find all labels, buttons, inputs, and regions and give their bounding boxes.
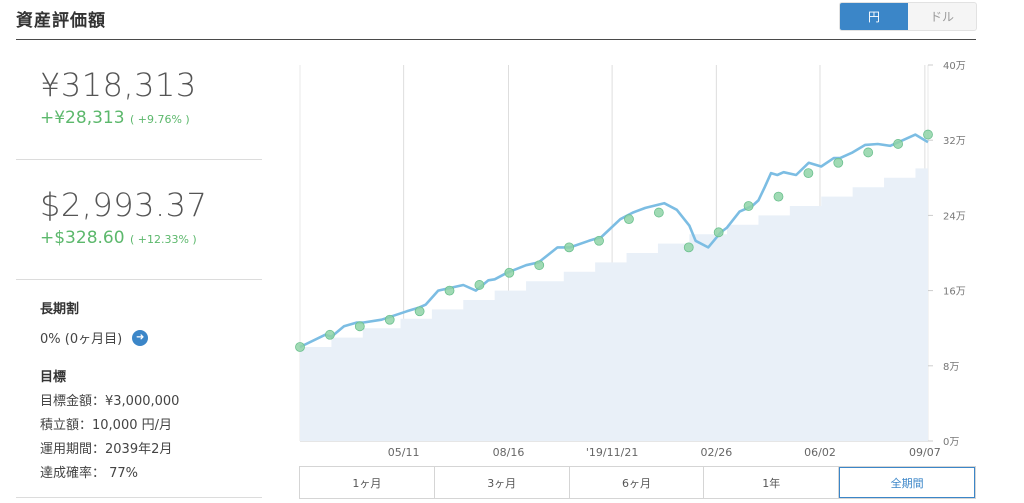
- usd-change-pct: ( +12.33% ): [129, 233, 197, 246]
- y-tick-label: 16万: [943, 287, 966, 298]
- purchase-marker: [474, 280, 485, 290]
- range-3m-button[interactable]: 3ヶ月: [434, 467, 570, 498]
- x-tick-label: 09/07: [909, 446, 941, 459]
- y-tick-label: 24万: [943, 211, 966, 222]
- purchase-marker: [504, 267, 515, 278]
- jpy-total: ¥318,313: [40, 66, 197, 104]
- range-1m-button[interactable]: 1ヶ月: [300, 467, 435, 498]
- usd-change-value: +$328.60: [40, 228, 125, 248]
- page-header: 資産評価額 円 ドル: [16, 0, 977, 40]
- goal-monthly: 積立額：10,000 円/月: [40, 418, 172, 433]
- summary-panel: ¥318,313 +¥28,313 ( +9.76% ) $2,993.37 +…: [16, 41, 262, 280]
- divider: [16, 497, 262, 498]
- purchase-marker: [594, 235, 604, 246]
- x-tick-label: '19/11/21: [586, 446, 638, 459]
- goal-title: 目標: [40, 370, 67, 385]
- long-term-value: 0% (0ヶ月目) ➜: [40, 328, 149, 347]
- page-title: 資産評価額: [16, 11, 106, 31]
- purchase-marker: [923, 129, 933, 140]
- purchase-marker: [713, 227, 724, 238]
- usd-total: $2,993.37: [40, 186, 208, 224]
- arrow-right-icon[interactable]: ➜: [132, 329, 149, 346]
- asset-chart[interactable]: 05/11 08/16 '19/11/21 02/26 06/02 09/07 0万 8万 16…: [295, 61, 998, 465]
- purchase-marker: [354, 321, 365, 332]
- x-tick-label: 06/02: [804, 446, 836, 459]
- purchase-marker: [624, 214, 634, 225]
- purchase-marker: [534, 260, 545, 271]
- currency-jpy-button[interactable]: 円: [840, 3, 908, 30]
- purchase-marker: [325, 329, 335, 340]
- jpy-summary: ¥318,313 +¥28,313 ( +9.76% ): [16, 41, 262, 160]
- goal-amount: 目標金額：¥3,000,000: [40, 394, 180, 409]
- jpy-change-value: +¥28,313: [40, 108, 125, 128]
- usd-change: +$328.60 ( +12.33% ): [40, 228, 197, 248]
- long-term-title: 長期割: [40, 302, 80, 317]
- currency-usd-button[interactable]: ドル: [929, 10, 954, 24]
- x-tick-label: 05/11: [388, 446, 420, 459]
- y-tick-label: 40万: [943, 61, 966, 72]
- purchase-marker: [384, 314, 395, 325]
- range-6m-button[interactable]: 6ヶ月: [569, 467, 705, 498]
- y-tick-label: 0万: [943, 437, 959, 448]
- purchase-marker: [893, 139, 903, 149]
- jpy-change: +¥28,313 ( +9.76% ): [40, 108, 190, 128]
- purchase-marker: [653, 207, 664, 218]
- purchase-marker: [803, 168, 814, 178]
- purchase-marker: [414, 306, 425, 317]
- goal-list: 目標金額：¥3,000,000 積立額：10,000 円/月 運用期間：2039…: [40, 390, 179, 486]
- range-1y-button[interactable]: 1年: [704, 467, 840, 498]
- purchase-marker: [564, 242, 575, 253]
- range-all-button[interactable]: 全期間: [839, 467, 975, 498]
- valuation-line: [299, 133, 929, 349]
- purchase-marker: [683, 242, 694, 253]
- x-tick-label: 02/26: [701, 446, 733, 459]
- jpy-change-pct: ( +9.76% ): [129, 113, 190, 126]
- invested-area: [300, 168, 928, 441]
- range-selector: 1ヶ月 3ヶ月 6ヶ月 1年 全期間: [299, 466, 976, 499]
- currency-toggle[interactable]: 円 ドル: [839, 2, 977, 31]
- purchase-marker: [743, 201, 754, 211]
- purchase-marker: [444, 285, 455, 296]
- goal-probability: 達成確率： 77%: [40, 466, 139, 481]
- y-tick-label: 8万: [943, 362, 959, 373]
- goal-period: 運用期間：2039年2月: [40, 442, 173, 457]
- long-term-value-text: 0% (0ヶ月目): [40, 332, 123, 347]
- y-tick-label: 32万: [943, 136, 966, 147]
- purchase-marker: [833, 157, 844, 168]
- x-tick-label: 08/16: [493, 446, 525, 459]
- purchase-marker: [295, 342, 305, 352]
- purchase-marker: [863, 147, 874, 158]
- purchase-marker: [773, 191, 784, 202]
- usd-summary: $2,993.37 +$328.60 ( +12.33% ): [16, 160, 262, 280]
